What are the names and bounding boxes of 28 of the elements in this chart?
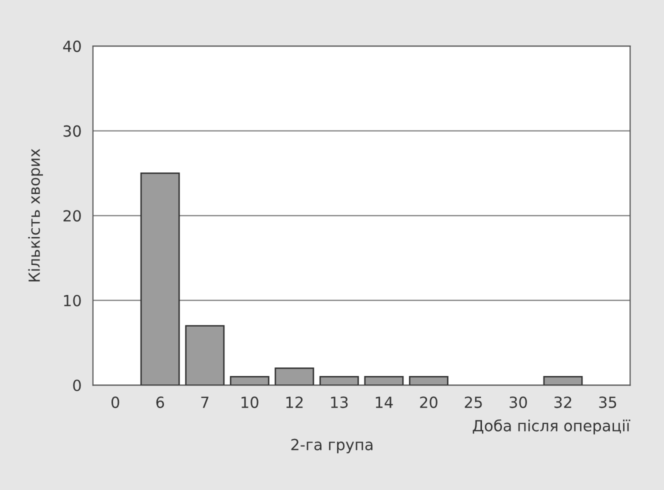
bar (364, 376, 404, 386)
x-tick-label: 25 (464, 396, 482, 408)
x-tick-label: 20 (420, 396, 438, 408)
y-tick-label: 0 (73, 380, 81, 392)
bar (319, 376, 359, 386)
bar (408, 376, 448, 386)
x-tick-label: 14 (376, 396, 393, 408)
x-axis-title: Доба після операції (472, 419, 630, 434)
bar (543, 376, 583, 386)
y-tick-label: 30 (64, 125, 81, 137)
text: 2-га група (291, 438, 372, 454)
bar (230, 376, 270, 386)
x-tick-label: 0 (111, 396, 120, 408)
y-tick-label: 20 (64, 210, 81, 222)
x-tick-label: 35 (599, 396, 616, 408)
bar (274, 367, 314, 386)
x-tick-label: 12 (286, 396, 303, 408)
y-tick-label: 40 (63, 40, 81, 52)
x-tick-label: 30 (510, 396, 527, 408)
y-axis-title: Кількість хворих (28, 148, 43, 282)
bar (140, 172, 180, 386)
x-tick-label: 10 (242, 396, 258, 408)
x-tick-label: 7 (201, 396, 208, 408)
x-tick-label: 32 (554, 396, 572, 408)
x-tick-label: 13 (331, 396, 348, 408)
bar (185, 325, 225, 386)
x-tick-label: 6 (156, 396, 164, 408)
y-tick-label: 10 (64, 294, 81, 306)
